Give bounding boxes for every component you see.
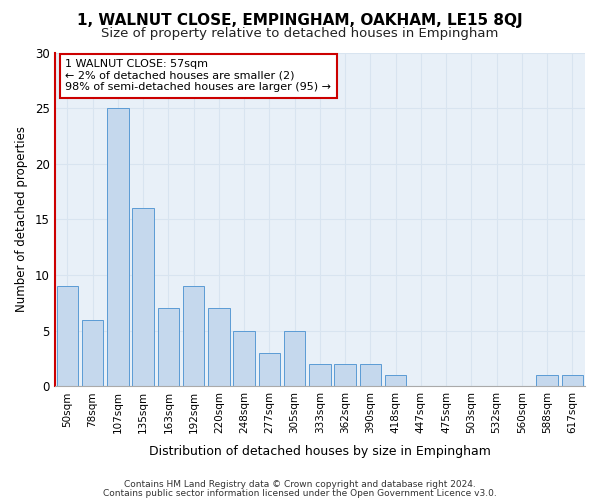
Bar — [56, 286, 78, 386]
Bar — [359, 364, 381, 386]
Bar — [183, 286, 205, 386]
Bar — [107, 108, 128, 386]
Bar — [259, 353, 280, 386]
Bar — [233, 331, 255, 386]
Bar — [562, 376, 583, 386]
Bar — [133, 208, 154, 386]
Bar — [385, 376, 406, 386]
Text: Contains HM Land Registry data © Crown copyright and database right 2024.: Contains HM Land Registry data © Crown c… — [124, 480, 476, 489]
X-axis label: Distribution of detached houses by size in Empingham: Distribution of detached houses by size … — [149, 444, 491, 458]
Bar — [536, 376, 558, 386]
Text: 1, WALNUT CLOSE, EMPINGHAM, OAKHAM, LE15 8QJ: 1, WALNUT CLOSE, EMPINGHAM, OAKHAM, LE15… — [77, 12, 523, 28]
Bar — [284, 331, 305, 386]
Bar — [82, 320, 103, 386]
Bar — [158, 308, 179, 386]
Text: Contains public sector information licensed under the Open Government Licence v3: Contains public sector information licen… — [103, 488, 497, 498]
Text: Size of property relative to detached houses in Empingham: Size of property relative to detached ho… — [101, 28, 499, 40]
Bar — [309, 364, 331, 386]
Text: 1 WALNUT CLOSE: 57sqm
← 2% of detached houses are smaller (2)
98% of semi-detach: 1 WALNUT CLOSE: 57sqm ← 2% of detached h… — [65, 59, 331, 92]
Bar — [208, 308, 230, 386]
Bar — [334, 364, 356, 386]
Y-axis label: Number of detached properties: Number of detached properties — [15, 126, 28, 312]
